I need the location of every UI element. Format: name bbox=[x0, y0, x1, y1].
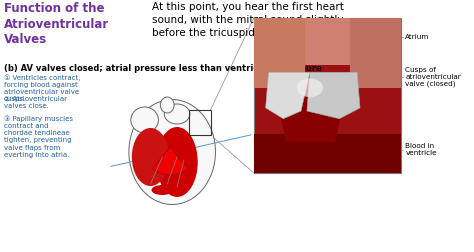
Text: ② Atrioventricular
valves close.: ② Atrioventricular valves close. bbox=[4, 96, 67, 109]
Ellipse shape bbox=[164, 104, 190, 124]
Ellipse shape bbox=[129, 100, 216, 205]
Polygon shape bbox=[350, 18, 401, 88]
Text: (b) AV valves closed; atrial pressure less than ventricular pressure: (b) AV valves closed; atrial pressure le… bbox=[4, 64, 322, 73]
Wedge shape bbox=[153, 147, 188, 175]
Polygon shape bbox=[265, 72, 310, 119]
Ellipse shape bbox=[132, 128, 169, 186]
Ellipse shape bbox=[156, 127, 198, 197]
Polygon shape bbox=[305, 18, 350, 65]
Polygon shape bbox=[276, 96, 345, 142]
Text: Function of the
Atrioventricular
Valves: Function of the Atrioventricular Valves bbox=[4, 2, 109, 46]
Text: ③ Papillary muscles
contract and
chordae tendineae
tighten, preventing
valve fla: ③ Papillary muscles contract and chordae… bbox=[4, 115, 73, 158]
Ellipse shape bbox=[131, 107, 158, 133]
Polygon shape bbox=[307, 72, 360, 119]
Text: ① Ventricles contract,
forcing blood against
atrioventricular valve
cusps.: ① Ventricles contract, forcing blood aga… bbox=[4, 74, 81, 102]
Polygon shape bbox=[254, 18, 305, 88]
Text: Blood in
ventricle: Blood in ventricle bbox=[405, 143, 437, 156]
Bar bbox=[254, 18, 401, 173]
Ellipse shape bbox=[297, 78, 323, 97]
Bar bbox=[189, 110, 210, 135]
Ellipse shape bbox=[152, 185, 173, 195]
Bar bbox=[254, 134, 401, 173]
Ellipse shape bbox=[160, 97, 174, 113]
Text: Cusps of
atrioventricular
valve (closed): Cusps of atrioventricular valve (closed) bbox=[405, 67, 461, 87]
Text: Atrium: Atrium bbox=[405, 34, 430, 40]
Text: At this point, you hear the first heart
sound, with the mitral sound slightly
be: At this point, you hear the first heart … bbox=[153, 2, 344, 38]
